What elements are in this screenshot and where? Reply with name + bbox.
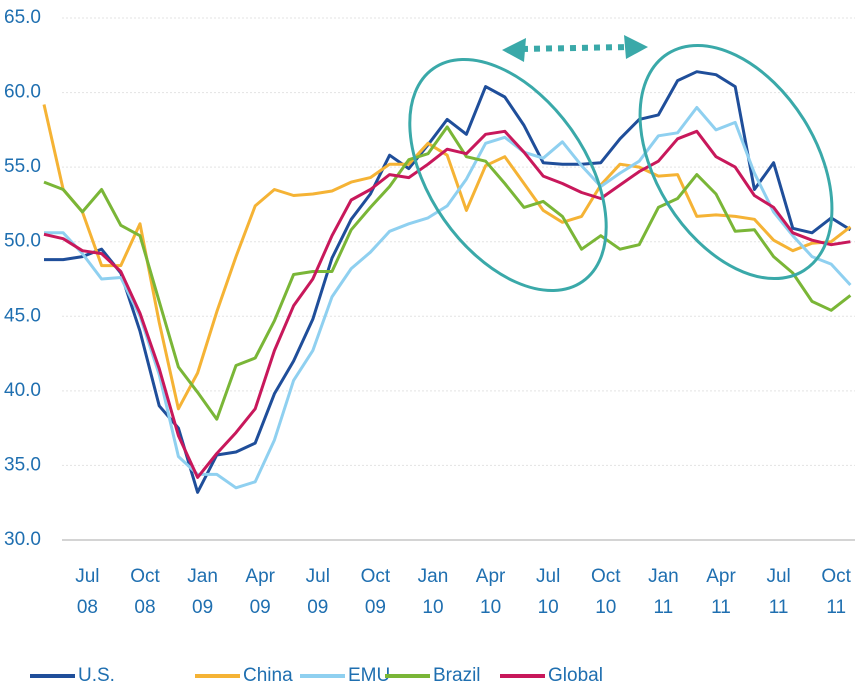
highlight-ellipse [408,57,608,293]
y-tick-label: 40.0 [4,380,41,401]
x-tick-label: Jan 11 [648,566,679,618]
series-line [44,70,852,494]
y-tick-label: 60.0 [4,82,41,103]
x-tick-label: Oct 08 [130,566,160,618]
y-tick-label: 30.0 [4,529,41,550]
y-tick-label: 35.0 [4,454,41,475]
series-line [42,104,852,411]
x-tick-label: Jul 09 [305,566,330,618]
legend-label: EMU [348,665,390,686]
y-tick-label: 65.0 [4,7,41,28]
plot: 30.0 35.0 40.0 45.0 50.0 55.0 60.0 65.0 U.S. Chin… [4,7,855,686]
legend-label: U.S. [78,665,115,686]
arrow-head [624,35,648,59]
legend-label: Global [548,665,603,686]
arrow-head [502,38,526,62]
x-tick-label: Apr 10 [475,566,506,618]
series-line [43,125,852,421]
annotations [408,35,834,293]
x-tick-label: Jul 08 [75,566,100,618]
y-tick-label: 45.0 [4,305,41,326]
x-tick-label: Jul 10 [536,566,561,618]
legend-label: Brazil [433,665,481,686]
x-tick-label: Jan 09 [187,566,218,618]
x-tick-label: Apr 11 [706,566,736,618]
x-tick-label: Jan 10 [417,566,449,618]
y-tick-label: 55.0 [4,156,41,177]
period-arrow [521,44,629,52]
series-line [43,129,851,479]
series-line [44,106,852,490]
x-tick-label: Oct 10 [591,566,621,618]
x-tick-label: Jul 11 [766,566,791,618]
x-tick-label: Apr 09 [245,566,275,618]
x-tick-label: Oct 11 [821,566,851,618]
y-tick-label: 50.0 [4,231,41,252]
legend-label: China [243,665,293,686]
x-tick-label: Oct 09 [360,566,391,618]
highlight-ellipse [638,43,834,281]
